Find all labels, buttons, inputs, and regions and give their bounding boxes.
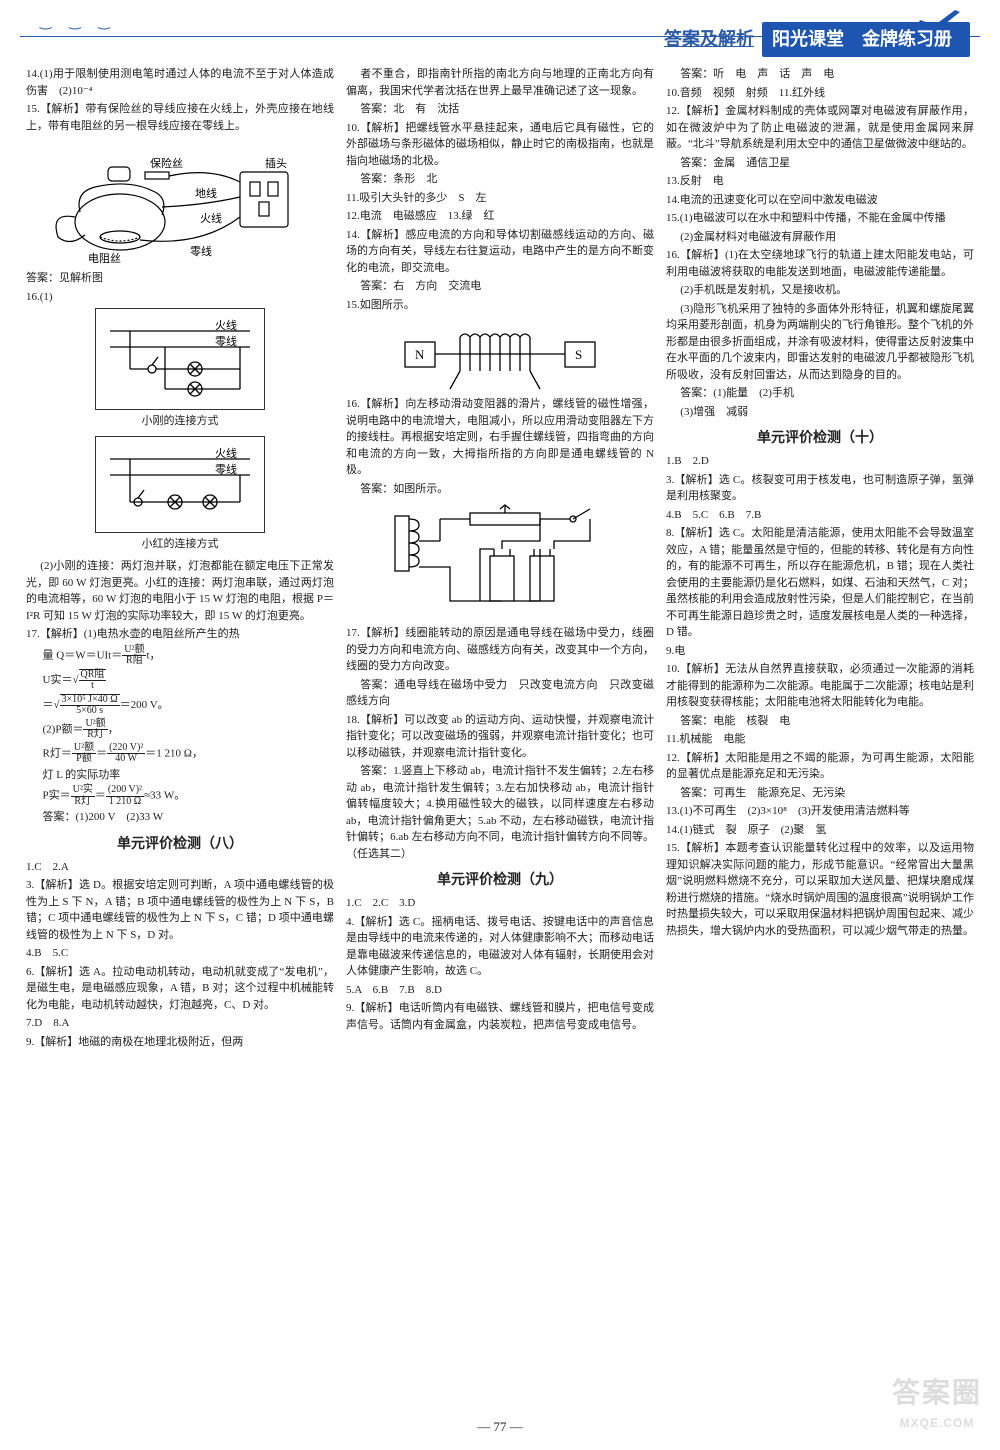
eq6: P实＝U²实R灯＝(200 V)²1 210 Ω≈33 W。 [26,785,334,807]
c2-9c: 答案：北 有 沈括 [346,101,654,118]
c2-17a: 17.【解析】线圈能转动的原因是通电导线在磁场中受力，线圈的受力方向和电流方向、… [346,625,654,675]
u10-4: 4.B 5.C 6.B 7.B [666,507,974,524]
q17-intro: 17.【解析】(1)电热水壶的电阻丝所产生的热 [26,626,334,643]
u9-1: 1.C 2.C 3.D [346,895,654,912]
c3-14: 14.电流的迅速变化可以在空间中激发电磁波 [666,192,974,209]
q16-label: 16.(1) [26,289,334,306]
unit9-heading: 单元评价检测（九） [346,870,654,891]
c2-10b: 答案：条形 北 [346,171,654,188]
c2-11: 11.吸引大头针的多少 S 左 [346,190,654,207]
u8-1: 1.C 2.A [26,859,334,876]
c3-15a: 15.(1)电磁波可以在水中和塑料中传播，不能在金属中传播 [666,210,974,227]
column-3: 答案：听 电 声 话 声 电 10.音频 视频 射频 11.红外线 12.【解析… [666,66,974,1052]
svg-text:N: N [415,347,425,362]
c2-18a: 18.【解析】可以改变 ab 的运动方向、运动快慢，并观察电流计指针变化；可以改… [346,712,654,762]
u10-11: 11.机械能 电能 [666,731,974,748]
svg-text:插头: 插头 [265,156,287,170]
u10-8: 8.【解析】选 C。太阳能是清洁能源，使用太阳能不会导致温室效应，A 错；能量虽… [666,525,974,641]
u10-10a: 10.【解析】无法从自然界直接获取，必须通过一次能源的消耗才能得到的能源称为二次… [666,661,974,711]
u10-1: 1.B 2.D [666,453,974,470]
c3-16e: (3)增强 减弱 [666,404,974,421]
svg-text:火线: 火线 [215,319,237,332]
u10-10b: 答案：电能 核裂 电 [666,713,974,730]
svg-text:电阻丝: 电阻丝 [88,252,121,265]
c2-17b: 答案：通电导线在磁场中受力 只改变电流方向 只改变磁感线方向 [346,677,654,710]
q15-analysis: 15.【解析】带有保险丝的导线应接在火线上，外壳应接在地线上，带有电阻丝的另一根… [26,101,334,134]
svg-text:地线: 地线 [195,186,217,200]
u9-4: 4.【解析】选 C。摇柄电话、拨号电话、按键电话中的声音信息是由导线中的电流来传… [346,914,654,980]
u8-3: 3.【解析】选 D。根据安培定则可判断，A 项中通电螺线管的极性为上 S 下 N… [26,877,334,943]
eq5: R灯＝U²额P额＝(220 V)²40 W＝1 210 Ω， [26,743,334,765]
svg-text:零线: 零线 [215,462,237,476]
u10-13: 13.(1)不可再生 (2)3×10⁸ (3)开发使用清洁燃料等 [666,803,974,820]
c2-18b: 答案：1.竖直上下移动 ab，电流计指针不发生偏转；2.左右移动 ab，电流计指… [346,763,654,862]
eq-light: 灯 L 的实际功率 [26,767,334,784]
main-content: 14.(1)用于限制使用测电笔时通过人体的电流不至于对人体造成伤害 (2)10⁻… [0,60,1000,1058]
column-2: 者不重合，即指南针所指的南北方向与地理的正南北方向有偏离，我国宋代学者沈括在世界… [346,66,654,1052]
c3-16b: (2)手机既是发射机，又是接收机。 [666,282,974,299]
cap-xiaoggang: 小刚的连接方式 [26,413,334,430]
c2-12: 12.电流 电磁感应 13.绿 红 [346,208,654,225]
svg-text:S: S [575,347,582,362]
cap-xiaohong: 小红的连接方式 [26,536,334,553]
c2-15: 15.如图所示。 [346,297,654,314]
c2-14b: 答案：右 方向 交流电 [346,278,654,295]
u10-12b: 答案：可再生 能源充足、无污染 [666,785,974,802]
c3-16a: 16.【解析】(1)在太空绕地球飞行的轨道上建太阳能发电站，可利用电磁波将获取的… [666,247,974,280]
u8-9: 9.【解析】地磁的南极在地理北极附近，但两 [26,1034,334,1051]
c3-16d: 答案：(1)能量 (2)手机 [666,385,974,402]
c3-12a: 12.【解析】金属材料制成的壳体或网罩对电磁波有屏蔽作用，如在微波炉中为了防止电… [666,103,974,153]
eq1: 量 Q＝W＝UIt＝U²额R阻t， [26,645,334,667]
u9-5: 5.A 6.B 7.B 8.D [346,982,654,999]
u9-9: 9.【解析】电话听筒内有电磁铁、螺线管和膜片，把电信号变成声信号。话筒内有金属盒… [346,1000,654,1033]
c2-14a: 14.【解析】感应电流的方向和导体切割磁感线运动的方向、磁场的方向有关，导线左右… [346,227,654,277]
c3-16c: (3)隐形飞机采用了独特的多面体外形特征，机翼和螺旋尾翼均采用菱形剖面，机身为两… [666,301,974,384]
em-circuit-figure [380,501,620,621]
u10-12a: 12.【解析】太阳能是用之不竭的能源，为可再生能源，太阳能的显著优点是能源充足和… [666,750,974,783]
xiaohong-circuit-box: 火线 零线 [95,436,265,533]
book-title: 阳光课堂 金牌练习册 [762,22,970,57]
c3-9c: 答案：听 电 声 话 声 电 [666,66,974,83]
c2-10a: 10.【解析】把螺线管水平悬挂起来，通电后它具有磁性，它的外部磁场与条形磁体的磁… [346,120,654,170]
svg-text:零线: 零线 [215,334,237,348]
xiaoggang-circuit-box: 火线 零线 [95,308,265,410]
q15-answer: 答案：见解析图 [26,270,334,287]
c2-9b: 者不重合，即指南针所指的南北方向与地理的正南北方向有偏离，我国宋代学者沈括在世界… [346,66,654,99]
u8-6: 6.【解析】选 A。拉动电动机转动，电动机就变成了“发电机”，是磁生电，是电磁感… [26,964,334,1014]
svg-text:火线: 火线 [215,447,237,460]
bird-decorations: ‿‿‿ [40,12,110,33]
svg-text:火线: 火线 [200,211,222,225]
c2-16a: 16.【解析】向左移动滑动变阻器的滑片，螺线管的磁性增强，说明电路中的电流增大，… [346,396,654,479]
unit10-heading: 单元评价检测（十） [666,428,974,449]
u8-4: 4.B 5.C [26,945,334,962]
column-1: 14.(1)用于限制使用测电笔时通过人体的电流不至于对人体造成伤害 (2)10⁻… [26,66,334,1052]
answers-label: 答案及解析 [664,26,754,53]
c2-16b: 答案：如图所示。 [346,481,654,498]
u10-3: 3.【解析】选 C。核裂变可用于核发电，也可制造原子弹，氢弹是利用核聚变。 [666,472,974,505]
eq2: U实＝√QR阻t [26,669,334,692]
kettle-circuit-figure: 保险丝 插头 地线 火线 零线 电阻丝 [40,137,320,267]
c3-15b: (2)金属材料对电磁波有屏蔽作用 [666,229,974,246]
page-header: ‿‿‿ 答案及解析 阳光课堂 金牌练习册 [0,0,1000,60]
c3-13: 13.反射 电 [666,173,974,190]
q14: 14.(1)用于限制使用测电笔时通过人体的电流不至于对人体造成伤害 (2)10⁻… [26,66,334,99]
eq4: (2)P额＝U²额R灯， [26,719,334,741]
watermark: 答案圈 MXQE.COM [892,1372,982,1432]
page-number: — 77 — [0,1417,1000,1437]
solenoid-figure: N S [390,317,610,392]
q17-ans: 答案：(1)200 V (2)33 W [26,809,334,826]
q16-2: (2)小刚的连接：两灯泡并联，灯泡都能在额定电压下正常发光，即 60 W 灯泡更… [26,558,334,624]
eq3: ＝√3×10⁵ J×40 Ω5×60 s＝200 V。 [26,694,334,717]
u10-14: 14.(1)链式 裂 原子 (2)聚 氢 [666,822,974,839]
svg-text:零线: 零线 [190,244,212,258]
c3-10: 10.音频 视频 射频 11.红外线 [666,85,974,102]
u10-9: 9.电 [666,643,974,660]
u8-7: 7.D 8.A [26,1015,334,1032]
c3-12b: 答案：金属 通信卫星 [666,155,974,172]
svg-text:保险丝: 保险丝 [150,156,183,170]
unit8-heading: 单元评价检测（八） [26,834,334,855]
u10-15: 15.【解析】本题考查认识能量转化过程中的效率，以及运用物理知识解决实际问题的能… [666,840,974,939]
